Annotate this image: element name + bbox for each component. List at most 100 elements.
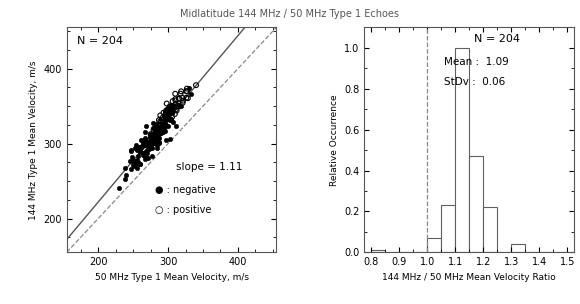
Point — [169, 119, 178, 124]
Point — [166, 103, 176, 108]
Point — [171, 102, 180, 106]
Point — [114, 185, 124, 190]
Point — [132, 166, 142, 171]
Point — [138, 152, 147, 157]
Point — [135, 162, 144, 167]
Point — [140, 138, 149, 143]
Point — [139, 152, 148, 157]
Point — [127, 166, 136, 171]
Point — [154, 141, 164, 146]
Point — [175, 96, 184, 101]
Point — [142, 143, 151, 148]
Point — [182, 89, 191, 94]
Point — [139, 137, 148, 142]
Point — [147, 146, 156, 150]
Point — [120, 166, 129, 171]
Point — [178, 100, 187, 105]
Point — [145, 142, 154, 147]
Point — [151, 127, 160, 132]
Point — [151, 130, 160, 135]
Point — [148, 141, 158, 146]
Point — [136, 161, 145, 166]
Point — [136, 146, 145, 151]
Point — [161, 110, 171, 115]
Point — [140, 136, 150, 140]
Point — [147, 133, 157, 138]
Point — [130, 161, 139, 165]
Point — [158, 118, 167, 123]
Point — [166, 107, 175, 112]
Point — [146, 133, 155, 137]
Point — [141, 123, 150, 128]
Text: slope = 1.11: slope = 1.11 — [176, 162, 242, 172]
Point — [157, 129, 166, 134]
Point — [171, 98, 180, 103]
Point — [133, 146, 143, 151]
Point — [172, 108, 181, 113]
Point — [158, 130, 168, 135]
Point — [155, 135, 164, 140]
Point — [146, 132, 155, 137]
Point — [161, 112, 171, 117]
Point — [152, 124, 161, 129]
Point — [166, 108, 175, 112]
Point — [140, 142, 149, 147]
Point — [148, 126, 158, 131]
Point — [168, 106, 177, 111]
Point — [163, 116, 172, 121]
Point — [130, 146, 140, 150]
Point — [136, 148, 145, 153]
Point — [167, 110, 176, 115]
Point — [182, 86, 191, 91]
Text: StDv :  0.06: StDv : 0.06 — [444, 77, 505, 87]
Point — [175, 104, 184, 109]
Point — [154, 140, 164, 144]
Point — [133, 154, 142, 158]
Point — [144, 141, 153, 146]
Point — [138, 138, 147, 143]
Point — [160, 123, 169, 128]
Point — [131, 143, 140, 148]
Point — [153, 146, 162, 150]
Point — [139, 150, 148, 155]
Point — [143, 140, 153, 145]
Point — [151, 133, 161, 137]
Point — [172, 104, 181, 109]
Point — [125, 158, 135, 163]
Text: N = 204: N = 204 — [473, 34, 520, 44]
Point — [122, 172, 131, 177]
Point — [162, 138, 171, 143]
Point — [149, 126, 158, 130]
Point — [154, 126, 163, 130]
Point — [135, 150, 144, 155]
Point — [156, 130, 165, 135]
Point — [165, 112, 174, 117]
Point — [151, 134, 160, 139]
Text: Midlatitude 144 MHz / 50 MHz Type 1 Echoes: Midlatitude 144 MHz / 50 MHz Type 1 Echo… — [180, 9, 400, 19]
Text: N = 204: N = 204 — [77, 36, 123, 46]
Point — [186, 91, 195, 96]
Point — [176, 91, 185, 96]
Point — [158, 118, 167, 123]
Bar — [512, 244, 525, 252]
Point — [145, 147, 154, 152]
Point — [132, 157, 141, 162]
Point — [152, 133, 161, 138]
Point — [142, 155, 151, 160]
Point — [170, 112, 179, 116]
Point — [161, 111, 171, 116]
Point — [154, 124, 163, 129]
Point — [143, 156, 153, 161]
Point — [161, 129, 170, 134]
Point — [148, 138, 158, 143]
Point — [168, 99, 177, 104]
Point — [183, 96, 193, 101]
Point — [166, 116, 176, 121]
Point — [140, 152, 149, 157]
Point — [163, 108, 172, 113]
Point — [176, 89, 186, 94]
Point — [151, 139, 160, 144]
Point — [147, 135, 156, 140]
Point — [164, 107, 173, 112]
Point — [147, 154, 157, 159]
